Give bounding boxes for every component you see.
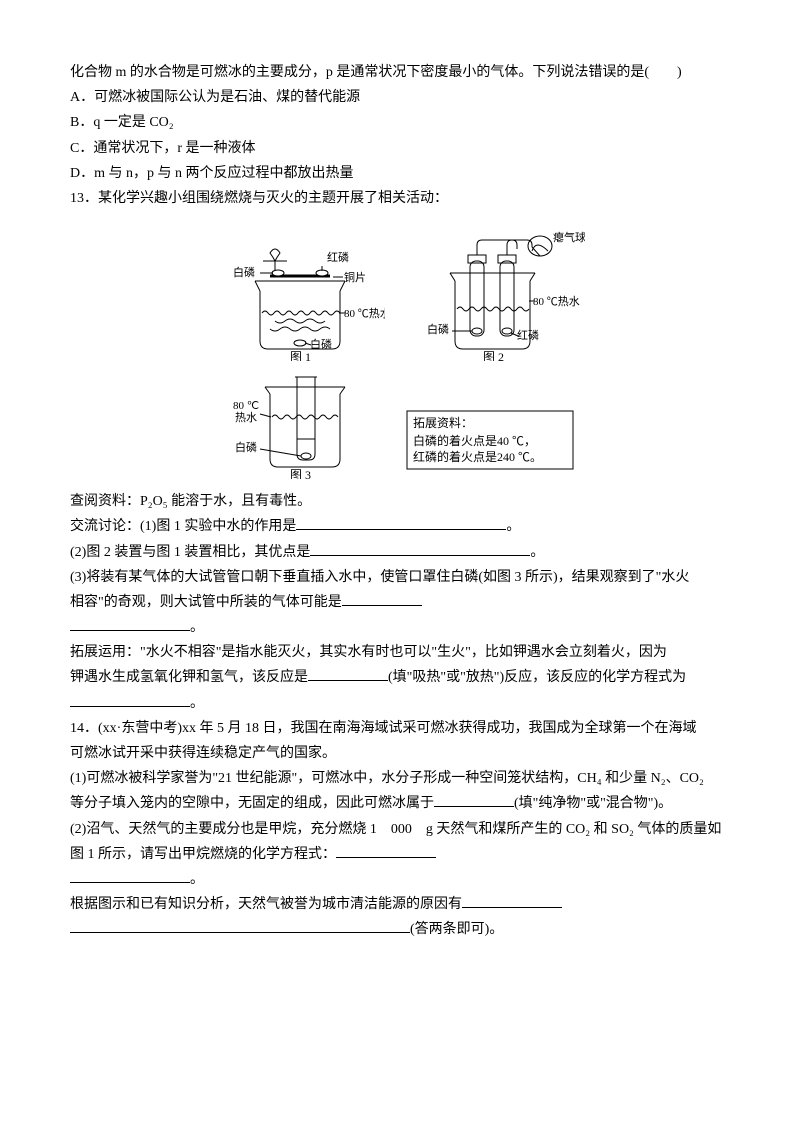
q13-stem: 13．某化学兴趣小组围绕燃烧与灭火的主题开展了相关活动： xyxy=(70,186,730,211)
q14-p3b-post: (答两条即可)。 xyxy=(410,922,503,937)
q13-d1: 交流讨论：(1)图 1 实验中水的作用是 。 xyxy=(70,514,730,539)
q14-p1b: 等分子填入笼内的空隙中，无固定的组成，因此可燃冰属于 (填"纯净物"或"混合物")… xyxy=(70,791,730,816)
fig2-hongl-label: 红磷 xyxy=(517,329,539,342)
q14-p3b: (答两条即可)。 xyxy=(70,917,730,942)
q14-p3a-pre: 根据图示和已有知识分析，天然气被誉为城市清洁能源的原因有 xyxy=(70,897,462,912)
blank-input[interactable] xyxy=(308,666,388,681)
q14-num: 14． xyxy=(70,721,98,736)
blank-input[interactable] xyxy=(70,868,190,883)
q14-p1b-pre: 等分子填入笼内的空隙中，无固定的组成，因此可燃冰属于 xyxy=(70,796,434,811)
q13-d3c: 。 xyxy=(70,615,730,640)
q14-p3a: 根据图示和已有知识分析，天然气被誉为城市清洁能源的原因有 xyxy=(70,892,730,917)
figure-1-icon: 白磷 红磷 铜片 80 ℃热水 白磷 图 1 xyxy=(215,221,385,361)
q14-p1a: (1)可燃冰被科学家誉为"21 世纪能源"，可燃冰中，水分子形成一种空间笼状结构… xyxy=(70,766,730,791)
q13-d3a: (3)将装有某气体的大试管管口朝下垂直插入水中，使管口罩住白磷(如图 3 所示)… xyxy=(70,565,730,590)
period: 。 xyxy=(506,519,520,534)
q13-num: 13． xyxy=(70,191,98,206)
blank-input[interactable] xyxy=(310,541,530,556)
figure-3-icon: 80 ℃ 热水 白磷 图 3 xyxy=(225,369,365,479)
q13-d3b: 相容"的奇观，则大试管中所装的气体可能是 xyxy=(70,590,730,615)
fig3-caption: 图 3 xyxy=(290,468,311,479)
q14-p2b-pre: 图 1 所示，请写出甲烷燃烧的化学方程式： xyxy=(70,847,336,862)
fig1-baip2-label: 白磷 xyxy=(310,337,332,351)
blank-input[interactable] xyxy=(296,515,506,530)
figure-2-icon: 瘪气球 80 ℃热水 白磷 红磷 图 2 xyxy=(425,221,585,361)
q12-stem: 化合物 m 的水合物是可燃冰的主要成分，p 是通常状况下密度最小的气体。下列说法… xyxy=(70,60,730,85)
blank-input[interactable] xyxy=(342,591,422,606)
q14-p2c: 。 xyxy=(70,867,730,892)
fig1-baip-label: 白磷 xyxy=(233,265,255,279)
q13-figures: 白磷 红磷 铜片 80 ℃热水 白磷 图 1 xyxy=(70,221,730,479)
q12-opt-b: B．q 一定是 CO₂ xyxy=(70,110,730,135)
info-box-icon: 拓展资料： 白磷的着火点是40 ℃， 红磷的着火点是240 ℃。 xyxy=(405,409,575,479)
fig1-tongp-label: 铜片 xyxy=(344,270,366,284)
blank-input[interactable] xyxy=(462,893,562,908)
fig3-hot80b-label: 80 ℃ xyxy=(233,400,259,412)
infobox-title: 拓展资料： xyxy=(413,416,473,430)
period: 。 xyxy=(190,872,204,887)
blank-input[interactable] xyxy=(70,692,190,707)
q14-line2: 可燃冰试开采中获得连续稳定产气的国家。 xyxy=(70,741,730,766)
period: 。 xyxy=(190,696,204,711)
blank-input[interactable] xyxy=(70,918,410,933)
q14-line1: 14．(xx·东营中考)xx 年 5 月 18 日，我国在南海海域试采可燃冰获得… xyxy=(70,716,730,741)
q13-ext-b: 钾遇水生成氢氧化钾和氢气，该反应是 (填"吸热"或"放热")反应，该反应的化学方程… xyxy=(70,665,730,690)
q13-ext-b-pre: 钾遇水生成氢氧化钾和氢气，该反应是 xyxy=(70,670,308,685)
blank-input[interactable] xyxy=(434,792,514,807)
fig2-hot80-label: 80 ℃热水 xyxy=(533,295,580,308)
infobox-line2: 红磷的着火点是240 ℃。 xyxy=(413,449,542,464)
q13-ext-b-post: (填"吸热"或"放热")反应，该反应的化学方程式为 xyxy=(388,670,686,685)
q13-stem-text: 某化学兴趣小组围绕燃烧与灭火的主题开展了相关活动： xyxy=(98,191,448,206)
q14-p2b: 图 1 所示，请写出甲烷燃烧的化学方程式： xyxy=(70,842,730,867)
infobox-line1: 白磷的着火点是40 ℃， xyxy=(413,433,536,448)
q14-p2a: (2)沼气、天然气的主要成分也是甲烷，充分燃烧 1 000 g 天然气和煤所产生… xyxy=(70,817,730,842)
fig1-caption: 图 1 xyxy=(290,350,311,361)
fig2-baip-label: 白磷 xyxy=(427,322,449,336)
q12-opt-c: C．通常状况下，r 是一种液体 xyxy=(70,136,730,161)
q13-d3b-pre: 相容"的奇观，则大试管中所装的气体可能是 xyxy=(70,595,342,610)
fig3-baip-label: 白磷 xyxy=(235,440,257,454)
q13-ext-a: 拓展运用："水火不相容"是指水能灭火，其实水有时也可以"生火"，比如钾遇水会立刻… xyxy=(70,640,730,665)
fig2-caption: 图 2 xyxy=(483,350,504,361)
q13-d1-pre: 交流讨论：(1)图 1 实验中水的作用是 xyxy=(70,519,296,534)
fig3-reshui-label: 热水 xyxy=(235,411,257,424)
period: 。 xyxy=(190,620,204,635)
q13-ext-c: 。 xyxy=(70,691,730,716)
period: 。 xyxy=(530,545,544,560)
fig2-balloon-label: 瘪气球 xyxy=(553,230,585,244)
q13-d2-pre: (2)图 2 装置与图 1 装置相比，其优点是 xyxy=(70,545,310,560)
fig1-hongl-label: 红磷 xyxy=(327,251,349,264)
q14-p1b-post: (填"纯净物"或"混合物")。 xyxy=(514,796,672,811)
q13-lookup: 查阅资料：P₂O₅ 能溶于水，且有毒性。 xyxy=(70,489,730,514)
blank-input[interactable] xyxy=(336,843,436,858)
fig1-hot80-label: 80 ℃热水 xyxy=(344,307,385,320)
q14-src: (xx·东营中考)xx 年 5 月 18 日，我国在南海海域试采可燃冰获得成功，… xyxy=(98,721,696,736)
q12-opt-a: A．可燃冰被国际公认为是石油、煤的替代能源 xyxy=(70,85,730,110)
q12-opt-d: D．m 与 n，p 与 n 两个反应过程中都放出热量 xyxy=(70,161,730,186)
blank-input[interactable] xyxy=(70,616,190,631)
q13-d2: (2)图 2 装置与图 1 装置相比，其优点是 。 xyxy=(70,540,730,565)
